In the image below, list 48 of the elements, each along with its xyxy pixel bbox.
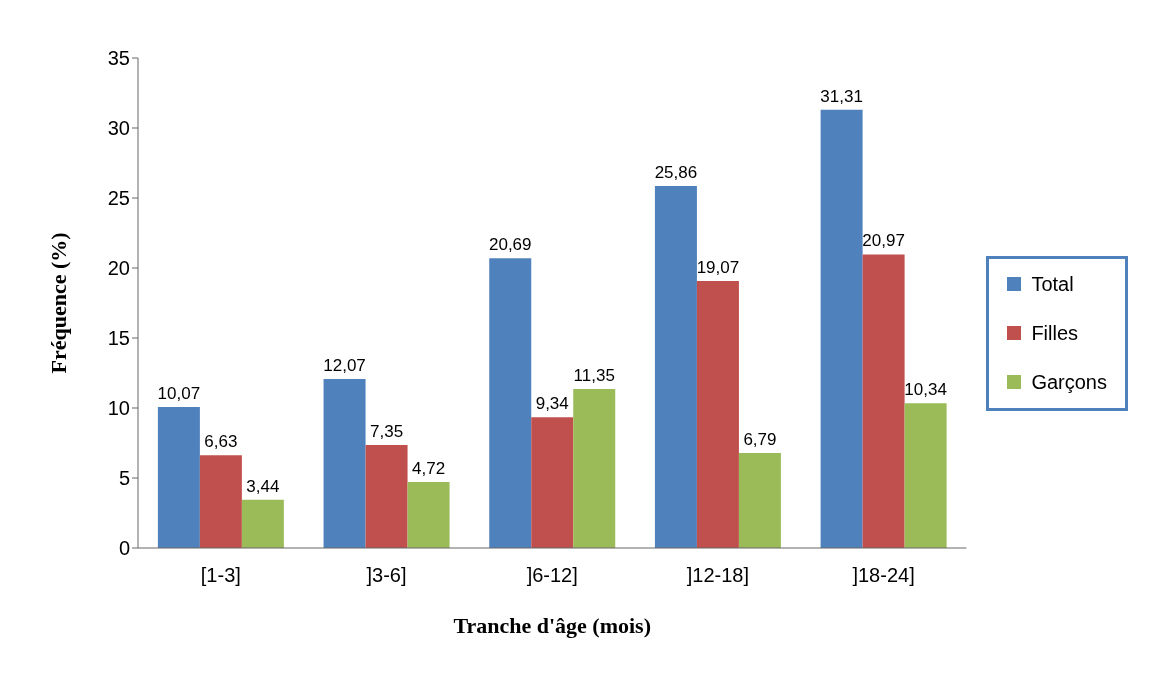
data-label: 12,07 (323, 356, 366, 376)
legend-label: Garçons (1031, 370, 1107, 394)
y-tick-label: 5 (118, 467, 130, 490)
bar (489, 258, 532, 548)
y-axis-title: Fréquence (%) (45, 232, 71, 374)
data-label: 9,34 (535, 394, 569, 414)
bar (696, 281, 739, 548)
bar (365, 445, 408, 548)
bar (199, 455, 242, 548)
y-tick-label: 20 (107, 257, 130, 280)
bar (573, 389, 616, 548)
bar (407, 481, 450, 548)
x-tick-label: ]3-6] (366, 564, 407, 587)
bar (862, 254, 905, 548)
bar (820, 109, 863, 548)
data-label: 25,86 (654, 162, 698, 182)
x-tick-label: ]18-24] (852, 564, 915, 587)
bar (654, 185, 697, 548)
y-tick-label: 10 (107, 397, 130, 420)
data-label: 4,72 (412, 458, 446, 478)
x-tick-label: ]12-18] (686, 564, 750, 587)
y-tick-label: 15 (107, 327, 130, 350)
bar (323, 379, 366, 548)
data-label: 6,79 (743, 429, 777, 449)
data-label: 19,07 (696, 258, 740, 278)
y-tick-label: 35 (107, 47, 130, 70)
data-label: 10,07 (157, 384, 201, 404)
bar (531, 417, 574, 548)
x-axis-title: Tranche d'âge (mois) (453, 613, 651, 638)
data-label: 6,63 (204, 432, 238, 452)
y-tick-label: 0 (118, 537, 130, 560)
data-label: 31,31 (820, 86, 863, 106)
data-label: 3,44 (246, 476, 280, 496)
bar (157, 407, 200, 548)
x-tick-label: ]6-12] (526, 564, 578, 587)
bar (241, 499, 284, 548)
data-label: 20,97 (862, 231, 905, 251)
x-tick-label: [1-3] (200, 564, 241, 587)
bar (738, 452, 781, 548)
y-tick-label: 30 (107, 117, 130, 140)
data-label: 7,35 (370, 422, 404, 442)
legend-label: Filles (1031, 321, 1079, 345)
data-label: 11,35 (573, 366, 615, 386)
y-tick-label: 25 (107, 187, 130, 210)
legend-label: Total (1031, 272, 1074, 296)
data-label: 10,34 (904, 380, 947, 400)
bar (904, 403, 947, 548)
data-label: 20,69 (488, 235, 532, 255)
